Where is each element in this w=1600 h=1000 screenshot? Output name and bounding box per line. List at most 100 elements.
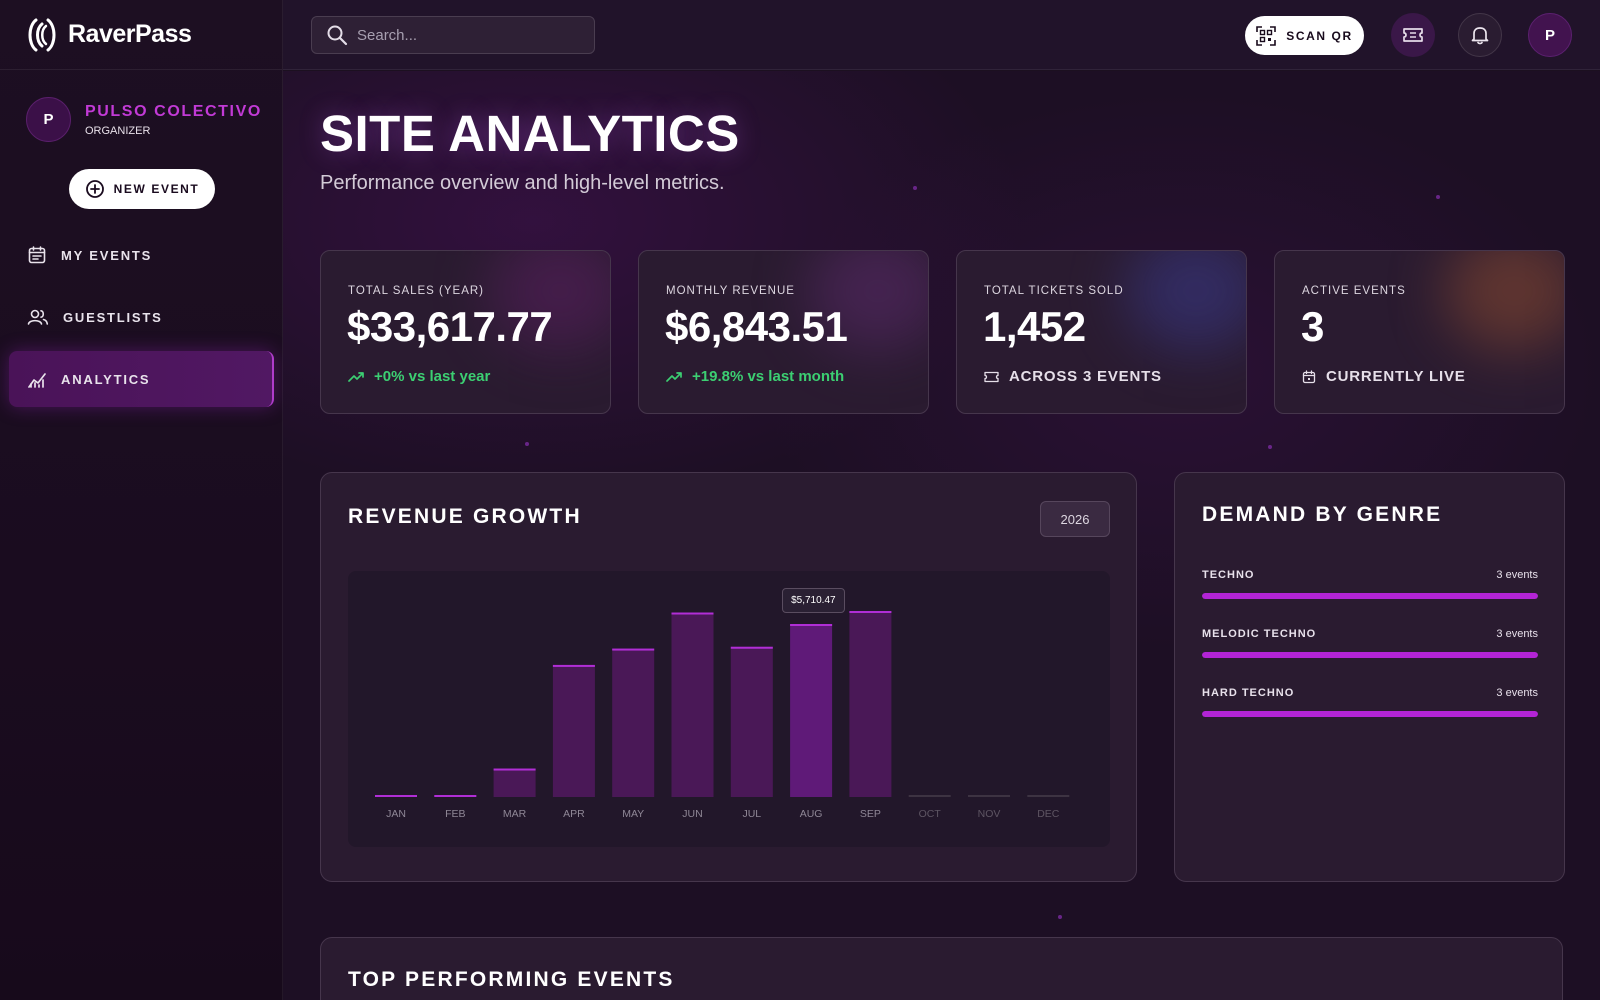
revenue-bar-apr[interactable] bbox=[552, 664, 595, 797]
revenue-bar-oct[interactable] bbox=[908, 795, 951, 797]
stat-label: MONTHLY REVENUE bbox=[666, 285, 795, 297]
x-tick-label: OCT bbox=[919, 808, 942, 820]
stat-value: $6,843.51 bbox=[665, 303, 848, 350]
card-glow bbox=[1444, 251, 1564, 351]
stat-detail: ACROSS 3 EVENTS bbox=[984, 368, 1162, 385]
chart-tooltip: $5,710.47 bbox=[782, 588, 845, 613]
revenue-bar-cap bbox=[552, 664, 595, 667]
search-input[interactable] bbox=[357, 26, 577, 44]
card-glow bbox=[1126, 251, 1246, 351]
revenue-bar-cap bbox=[493, 768, 536, 771]
page-subtitle: Performance overview and high-level metr… bbox=[320, 172, 725, 194]
calendar-icon bbox=[28, 246, 46, 264]
revenue-bar-cap bbox=[849, 610, 892, 613]
topbar: SCAN QR P bbox=[283, 0, 1600, 70]
stat-detail: CURRENTLY LIVE bbox=[1302, 368, 1466, 385]
sidebar-item-guestlists[interactable]: GUESTLISTS bbox=[9, 289, 274, 345]
genre-bar bbox=[1202, 711, 1538, 717]
trending-up-icon bbox=[666, 371, 682, 382]
genre-bar-fill bbox=[1202, 711, 1538, 717]
genre-bar-fill bbox=[1202, 652, 1538, 658]
scan-qr-button[interactable]: SCAN QR bbox=[1245, 16, 1364, 55]
revenue-bar-cap bbox=[730, 646, 773, 649]
genre-bar bbox=[1202, 652, 1538, 658]
decorative-dot bbox=[525, 442, 529, 446]
demand-by-genre-title: DEMAND BY GENRE bbox=[1202, 503, 1443, 526]
main-content: SITE ANALYTICS Performance overview and … bbox=[283, 71, 1600, 1000]
revenue-growth-title: REVENUE GROWTH bbox=[348, 505, 582, 528]
page-title: SITE ANALYTICS bbox=[320, 105, 740, 162]
ticket-icon bbox=[984, 371, 999, 382]
revenue-chart: JAN FEB MAR APR MAY JUN JUL AUG SEP OCT NOV DEC $5,… bbox=[348, 571, 1110, 847]
tickets-button[interactable] bbox=[1391, 13, 1435, 57]
genre-row-melodic-techno: MELODIC TECHNO 3 events bbox=[1202, 628, 1538, 658]
stat-value: 3 bbox=[1301, 303, 1324, 350]
plus-circle-icon bbox=[85, 180, 104, 198]
ticket-icon bbox=[1403, 28, 1423, 42]
search-box[interactable] bbox=[311, 16, 595, 54]
logo[interactable]: RaverPass bbox=[0, 0, 282, 70]
genre-row-hard-techno: HARD TECHNO 3 events bbox=[1202, 687, 1538, 717]
sidebar-item-analytics[interactable]: ANALYTICS bbox=[9, 351, 274, 407]
sidebar: RaverPass P PULSO COLECTIVO ORGANIZER NE… bbox=[0, 0, 283, 1000]
stat-card-monthly-revenue: MONTHLY REVENUE $6,843.51 +19.8% vs last… bbox=[638, 250, 929, 414]
stat-card-active-events: ACTIVE EVENTS 3 CURRENTLY LIVE bbox=[1274, 250, 1565, 414]
x-tick-label: JAN bbox=[386, 808, 406, 820]
genre-count: 3 events bbox=[1496, 687, 1538, 699]
stat-trend-text: +19.8% vs last month bbox=[692, 368, 845, 385]
revenue-bar-dec[interactable] bbox=[1027, 795, 1070, 797]
notifications-button[interactable] bbox=[1458, 13, 1502, 57]
revenue-bar-jul[interactable] bbox=[730, 646, 773, 797]
stat-detail-text: CURRENTLY LIVE bbox=[1326, 368, 1466, 385]
stat-trend-text: +0% vs last year bbox=[374, 368, 491, 385]
revenue-bar-cap bbox=[375, 795, 417, 797]
x-tick-label: JUN bbox=[682, 808, 702, 820]
new-event-button[interactable]: NEW EVENT bbox=[69, 169, 215, 209]
sidebar-item-my-events[interactable]: MY EVENTS bbox=[9, 227, 274, 283]
sidebar-item-label: GUESTLISTS bbox=[63, 309, 163, 325]
revenue-bar-cap bbox=[671, 612, 714, 615]
organizer-avatar: P bbox=[26, 97, 71, 142]
profile-avatar[interactable]: P bbox=[1528, 13, 1572, 57]
calendar-icon bbox=[1302, 369, 1316, 383]
stat-trend: +0% vs last year bbox=[348, 368, 490, 385]
revenue-growth-panel: REVENUE GROWTH 2026 JAN FEB MAR APR MAY JUN JU… bbox=[320, 472, 1137, 882]
chart-icon bbox=[28, 373, 46, 388]
revenue-bar-nov[interactable] bbox=[968, 795, 1010, 797]
genre-name: MELODIC TECHNO bbox=[1202, 628, 1317, 640]
x-tick-label: JUL bbox=[742, 808, 761, 820]
revenue-bar-may[interactable] bbox=[612, 648, 655, 797]
stat-value: 1,452 bbox=[983, 303, 1086, 350]
revenue-bar-mar[interactable] bbox=[493, 768, 536, 797]
revenue-bar-jun[interactable] bbox=[671, 612, 714, 797]
stat-label: TOTAL SALES (YEAR) bbox=[348, 285, 485, 297]
year-selector[interactable]: 2026 bbox=[1040, 501, 1110, 537]
genre-name: HARD TECHNO bbox=[1202, 687, 1295, 699]
stat-value: $33,617.77 bbox=[347, 303, 553, 350]
stat-detail-text: ACROSS 3 EVENTS bbox=[1009, 368, 1162, 385]
new-event-label: NEW EVENT bbox=[113, 182, 200, 196]
qr-code-icon bbox=[1256, 25, 1277, 46]
x-tick-label: SEP bbox=[860, 808, 881, 820]
revenue-bar-cap bbox=[434, 795, 477, 797]
app-name: RaverPass bbox=[68, 20, 192, 48]
genre-bar bbox=[1202, 593, 1538, 599]
x-tick-label: DEC bbox=[1037, 808, 1060, 820]
x-tick-label: APR bbox=[563, 808, 585, 820]
revenue-bar-aug[interactable] bbox=[790, 624, 833, 797]
genre-name: TECHNO bbox=[1202, 569, 1255, 581]
x-tick-label: FEB bbox=[445, 808, 465, 820]
bell-icon bbox=[1471, 27, 1489, 45]
stat-trend: +19.8% vs last month bbox=[666, 368, 844, 385]
stat-card-total-sales: TOTAL SALES (YEAR) $33,617.77 +0% vs las… bbox=[320, 250, 611, 414]
sidebar-item-label: MY EVENTS bbox=[61, 247, 153, 263]
revenue-bar-sep[interactable] bbox=[849, 610, 892, 797]
scan-qr-label: SCAN QR bbox=[1286, 28, 1353, 43]
sidebar-item-label: ANALYTICS bbox=[61, 371, 151, 387]
revenue-bar-cap bbox=[612, 648, 655, 651]
search-icon bbox=[327, 25, 348, 46]
x-tick-label: NOV bbox=[978, 808, 1001, 820]
organizer-profile[interactable]: P PULSO COLECTIVO ORGANIZER bbox=[26, 97, 262, 142]
decorative-dot bbox=[1058, 915, 1062, 919]
genre-row-techno: TECHNO 3 events bbox=[1202, 569, 1538, 599]
